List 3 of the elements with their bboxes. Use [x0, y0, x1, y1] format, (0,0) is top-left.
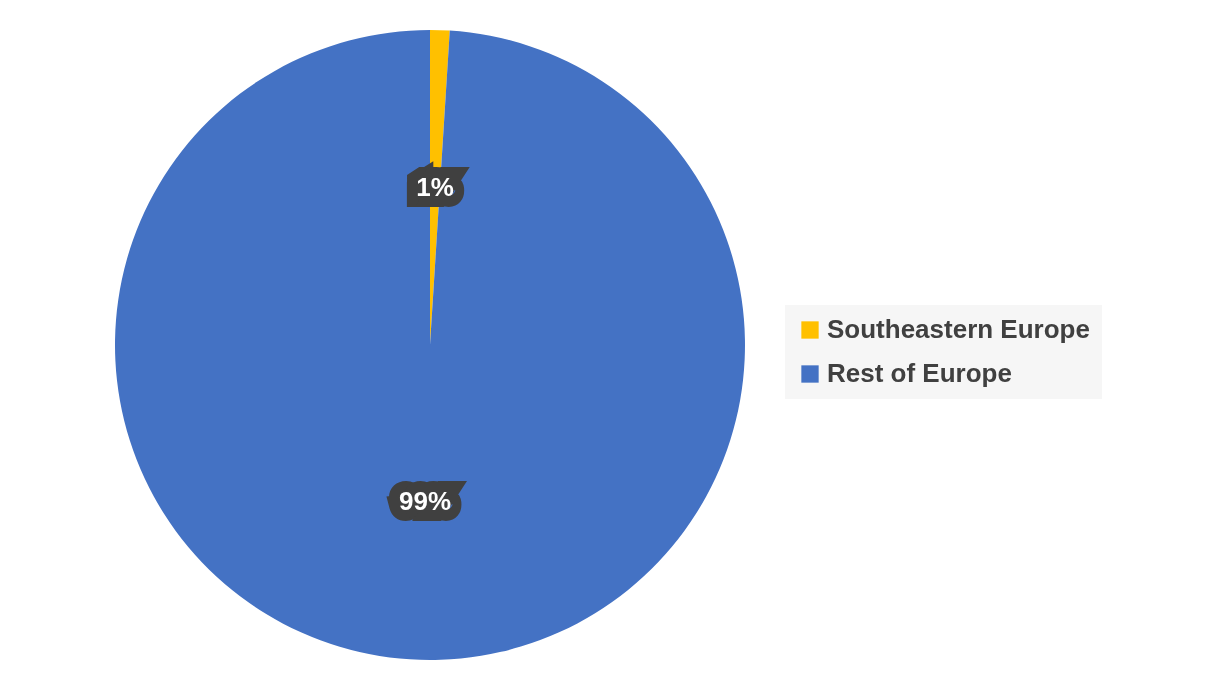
legend-label: Southeastern Europe	[827, 314, 1090, 344]
legend-label: Rest of Europe	[827, 358, 1012, 388]
pie-slice	[115, 30, 745, 660]
